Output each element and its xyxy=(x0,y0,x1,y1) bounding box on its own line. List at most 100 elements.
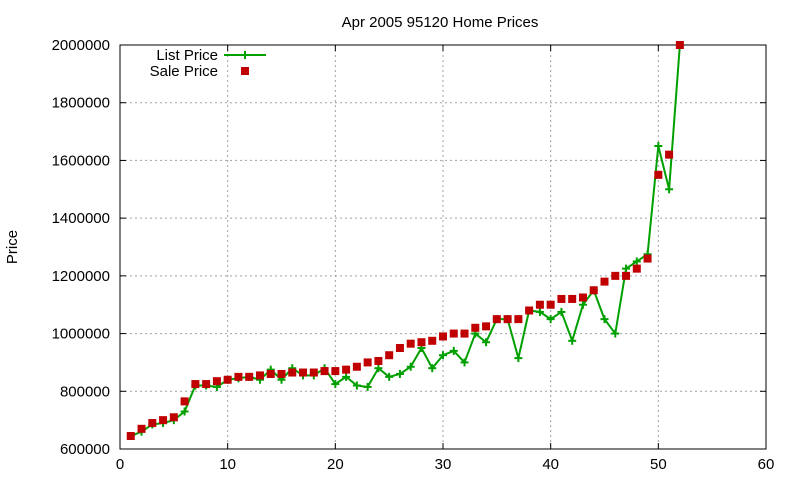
sale-price-point xyxy=(363,358,372,367)
sale-price-point xyxy=(665,150,674,159)
sale-price-point xyxy=(428,336,437,345)
sale-price-point xyxy=(137,424,146,433)
list-price-point xyxy=(514,354,523,363)
sale-price-point xyxy=(320,367,329,376)
sale-price-point xyxy=(309,368,318,377)
list-price-point xyxy=(385,372,394,381)
x-tick-label: 30 xyxy=(435,456,452,473)
sale-price-point xyxy=(514,315,523,324)
list-price-point xyxy=(557,307,566,316)
sale-price-point xyxy=(266,369,275,378)
y-tick-label: 1800000 xyxy=(52,95,110,112)
sale-price-point xyxy=(212,377,221,386)
list-price-line xyxy=(130,44,681,437)
list-price-point xyxy=(632,257,641,266)
axis-ticks: 0 10 20 30 40 50 60 600000 800000 1000000 1200000 1… xyxy=(52,37,775,473)
list-price-point xyxy=(342,372,351,381)
list-price-point xyxy=(611,329,620,338)
sale-price-point xyxy=(600,277,609,286)
sale-price-point xyxy=(191,380,200,389)
legend-marker xyxy=(241,67,249,75)
sale-price-point xyxy=(331,367,340,376)
list-price-point xyxy=(600,315,609,324)
sale-price-point xyxy=(406,339,415,348)
y-tick-label: 600000 xyxy=(60,441,110,458)
sale-price-point xyxy=(654,170,663,179)
list-price-point xyxy=(449,346,458,355)
list-price-point xyxy=(406,362,415,371)
sale-price-point xyxy=(611,271,620,280)
list-price-point xyxy=(395,369,404,378)
sale-price-point xyxy=(342,365,351,374)
list-price-point xyxy=(482,338,491,347)
sale-price-point xyxy=(492,315,501,324)
sale-price-point xyxy=(546,300,555,309)
list-price-point xyxy=(622,264,631,273)
sale-price-point xyxy=(126,432,135,441)
sale-price-point xyxy=(449,329,458,338)
list-price-point xyxy=(428,364,437,373)
chart-title: Apr 2005 95120 Home Prices xyxy=(342,14,539,31)
plot-frame xyxy=(119,44,767,450)
list-price-point xyxy=(578,300,587,309)
x-tick-label: 10 xyxy=(219,456,236,473)
list-price-point xyxy=(546,315,555,324)
sale-price-point xyxy=(277,369,286,378)
sale-price-point xyxy=(622,271,631,280)
sale-price-point xyxy=(374,356,383,365)
list-price-point xyxy=(363,382,372,391)
sale-price-point xyxy=(525,306,534,315)
sale-price-point xyxy=(352,362,361,371)
sale-price-point xyxy=(471,323,480,332)
sale-price-point xyxy=(568,294,577,303)
sale-price-point xyxy=(460,329,469,338)
y-axis-label: Price xyxy=(4,230,21,264)
sale-price-point xyxy=(255,371,264,380)
list-price-point xyxy=(460,358,469,367)
sale-price-point xyxy=(202,380,211,389)
sale-price-point xyxy=(589,286,598,295)
legend-label: List Price xyxy=(156,47,218,64)
sale-price-point xyxy=(148,419,157,428)
sale-price-point xyxy=(439,332,447,341)
x-tick-label: 0 xyxy=(116,456,124,473)
legend-item: List Price xyxy=(156,47,266,64)
sale-price-point xyxy=(417,338,426,347)
list-price-point xyxy=(374,364,383,373)
sale-price-point xyxy=(234,372,243,381)
list-price-point xyxy=(331,380,340,389)
legend-item: Sale Price xyxy=(150,63,249,80)
list-price-point xyxy=(439,351,447,360)
sale-price-point xyxy=(288,368,297,377)
legend-label: Sale Price xyxy=(150,63,218,80)
sale-price-point xyxy=(223,375,232,384)
x-tick-label: 60 xyxy=(758,456,775,473)
sale-price-point xyxy=(482,322,491,331)
y-tick-label: 2000000 xyxy=(52,37,110,54)
x-tick-label: 50 xyxy=(650,456,667,473)
sale-price-point xyxy=(385,351,394,360)
sale-price-point xyxy=(245,372,254,381)
sale-price-point xyxy=(299,368,308,377)
sale-price-point xyxy=(578,293,587,302)
list-price-point xyxy=(535,307,544,316)
list-price-point xyxy=(180,407,189,416)
sale-price-point xyxy=(395,344,404,352)
x-tick-label: 40 xyxy=(542,456,559,473)
sale-price-point xyxy=(169,413,178,422)
list-price-point xyxy=(665,185,674,194)
sale-price-point xyxy=(535,300,544,309)
list-price-point xyxy=(568,336,577,345)
sale-price-point xyxy=(503,315,512,324)
y-tick-label: 1000000 xyxy=(52,326,110,343)
sale-price-point xyxy=(180,397,189,406)
y-tick-label: 800000 xyxy=(60,383,110,400)
list-price-point xyxy=(654,142,663,150)
list-price-point xyxy=(352,381,361,390)
y-tick-label: 1400000 xyxy=(52,210,110,227)
sale-price-point xyxy=(643,254,652,263)
series-layer xyxy=(126,41,684,441)
sale-price-point xyxy=(632,264,641,273)
y-tick-label: 1600000 xyxy=(52,152,110,169)
